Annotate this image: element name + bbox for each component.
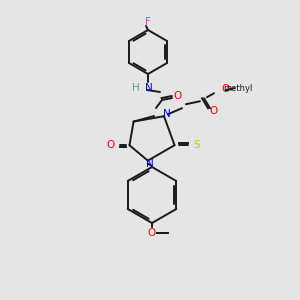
Text: methyl: methyl [223, 84, 253, 93]
Text: O: O [106, 140, 115, 150]
Text: H: H [132, 83, 140, 93]
Text: O: O [209, 106, 217, 116]
Text: O: O [221, 84, 229, 94]
Text: N: N [163, 109, 171, 119]
Text: F: F [145, 17, 151, 27]
Text: S: S [193, 140, 200, 150]
Text: N: N [146, 159, 154, 169]
Text: N: N [145, 83, 153, 93]
Text: O: O [148, 228, 156, 238]
Text: O: O [174, 91, 182, 101]
